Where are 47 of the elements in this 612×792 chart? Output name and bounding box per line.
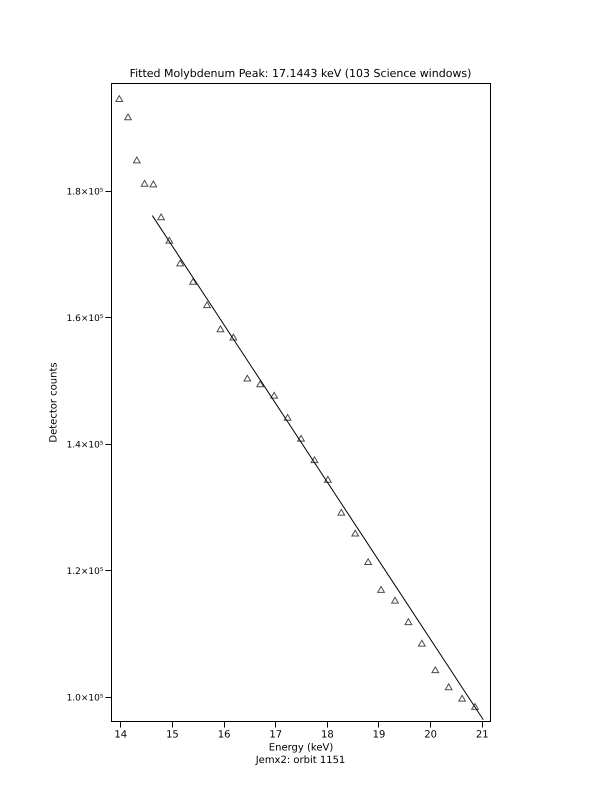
point — [140, 180, 148, 187]
point — [203, 301, 211, 308]
point — [297, 434, 305, 442]
y-tick-label: 1.8×10⁵ — [66, 187, 104, 198]
y-axis-title: Detector counts — [48, 362, 60, 443]
point — [216, 325, 224, 332]
point — [149, 180, 158, 188]
x-tick-label: 16 — [218, 730, 230, 740]
y-tick-label: 1.4×10⁵ — [66, 440, 104, 450]
x-tick-label: 17 — [269, 730, 282, 740]
y-tick-label: 1.2×10⁵ — [66, 566, 104, 577]
point — [256, 380, 264, 388]
x-tick-label: 18 — [320, 730, 334, 740]
point — [132, 156, 141, 164]
y-tick-label: 1.6×10⁵ — [66, 314, 104, 324]
point — [189, 278, 197, 285]
point — [431, 666, 440, 674]
point — [284, 414, 292, 421]
point — [124, 114, 132, 120]
point — [270, 392, 278, 399]
point — [230, 334, 238, 340]
point — [377, 586, 385, 593]
point — [391, 596, 399, 604]
x-tick-label: 15 — [166, 730, 179, 740]
point — [471, 703, 479, 710]
x-axis-title: Energy (keV) — [268, 742, 334, 754]
x-tick-label: 14 — [114, 730, 128, 740]
point — [324, 476, 332, 483]
point — [310, 456, 318, 464]
point — [243, 374, 252, 382]
point — [337, 508, 346, 516]
point — [165, 236, 174, 244]
x-tick-label: 21 — [476, 730, 489, 740]
point — [458, 694, 466, 702]
chart-title: Fitted Molybdenum Peak: 17.1443 keV (103 Science windows) — [130, 67, 472, 80]
point — [404, 618, 412, 626]
text: Jemx2: orbit 1151 — [254, 755, 346, 766]
x-tick-label: 20 — [424, 730, 437, 740]
point — [418, 640, 426, 647]
point — [115, 95, 124, 102]
y-tick-label: 1.0×10⁵ — [66, 693, 104, 704]
x-tick-label: 19 — [372, 730, 386, 740]
point — [351, 530, 360, 537]
point — [444, 683, 453, 690]
point — [176, 260, 184, 266]
point — [157, 213, 165, 220]
point — [364, 558, 372, 565]
